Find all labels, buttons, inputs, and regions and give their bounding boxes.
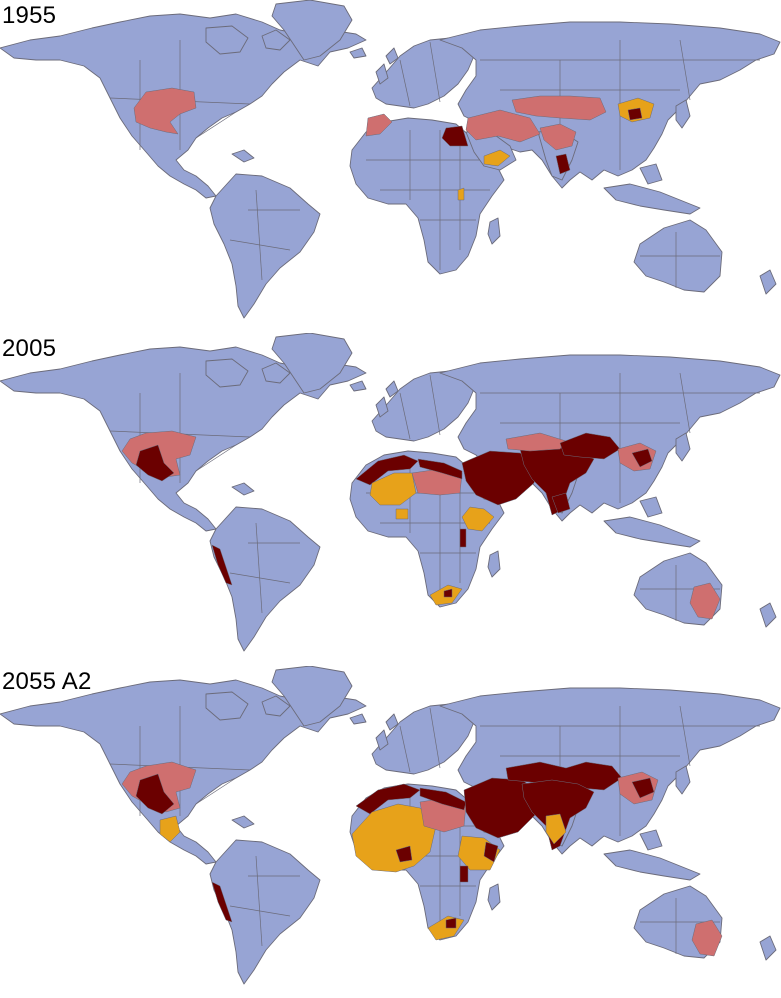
zone-central-asia [505,761,623,791]
zone-central-asia [511,95,607,121]
zone-horn-core [483,841,499,863]
zone-southern-africa-core [445,917,457,929]
zone-middle-east [465,109,541,143]
zone-egypt [441,125,469,147]
world-map-2055-a2 [0,666,781,985]
zone-us-southwest-core [135,773,175,815]
stress-zones-2055-a2 [121,761,723,957]
zone-central-asia [505,432,567,452]
map-panel-2055-a2: 2055 A2 [0,666,781,998]
zone-east-africa [459,528,467,548]
zone-india-south [551,492,571,514]
zone-horn-of-africa [461,506,495,532]
zone-mexico [159,815,181,843]
zone-morocco [365,113,393,137]
map-panel-1955: 1955 [0,0,781,332]
zone-north-africa-east [419,787,467,811]
world-map-1955 [0,0,781,319]
zone-us-southwest [133,87,197,135]
zone-peru [211,544,233,586]
map-panel-2005: 2005 [0,333,781,665]
zone-arabia-middle-east [463,777,543,839]
zone-north-africa-east [417,458,463,480]
zone-east-africa [459,865,469,883]
zone-arabia-middle-east [461,450,541,506]
zone-us-southwest-core [135,444,175,482]
zone-india-south [555,153,571,175]
zone-southeast-australia [691,919,723,957]
zone-north-china-core [627,107,643,121]
zone-arabia [483,149,511,167]
stress-zones-1955 [133,87,655,201]
zone-west-africa [351,803,437,873]
panel-label: 2005 [2,335,57,362]
stress-zones-2005 [121,430,721,620]
zone-southeast-australia [689,582,721,620]
zone-india-north [539,123,577,151]
zone-sahara [369,472,417,506]
zone-peru [211,881,233,923]
zone-north-china-core [631,448,653,468]
zone-india-east [545,813,567,845]
zone-west-africa [395,508,409,520]
panel-label: 1955 [2,2,57,29]
zone-west-africa-core [395,845,413,863]
zone-southern-africa-core [443,588,453,598]
panel-label: 2055 A2 [2,668,92,695]
zone-east-africa [457,187,465,201]
world-map-2005 [0,333,781,652]
zone-tibet [559,432,621,460]
zone-north-china-core [631,777,655,799]
